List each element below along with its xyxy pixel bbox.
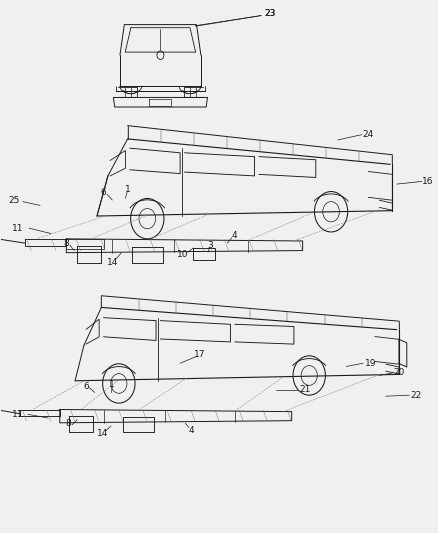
Text: 16: 16 (420, 177, 432, 186)
Text: 24: 24 (362, 130, 373, 139)
Text: 14: 14 (106, 258, 118, 266)
Text: 25: 25 (8, 196, 19, 205)
Text: 6: 6 (100, 188, 106, 197)
Text: 8: 8 (64, 239, 69, 248)
Text: 4: 4 (231, 231, 237, 240)
Text: 23: 23 (264, 10, 275, 19)
Text: 22: 22 (409, 391, 420, 400)
Text: 17: 17 (194, 350, 205, 359)
Text: 23: 23 (264, 10, 275, 19)
Text: 11: 11 (12, 224, 24, 233)
Text: 8: 8 (66, 419, 71, 428)
Text: 1: 1 (109, 380, 115, 389)
Text: 20: 20 (392, 368, 404, 377)
Text: 11: 11 (11, 410, 23, 419)
Text: 1: 1 (124, 185, 130, 194)
Text: 6: 6 (83, 382, 89, 391)
Text: 21: 21 (298, 385, 310, 394)
Text: 14: 14 (96, 430, 108, 439)
Text: 10: 10 (176, 251, 187, 260)
Text: 19: 19 (364, 359, 375, 368)
Text: 3: 3 (207, 241, 212, 250)
Text: 4: 4 (188, 426, 194, 435)
